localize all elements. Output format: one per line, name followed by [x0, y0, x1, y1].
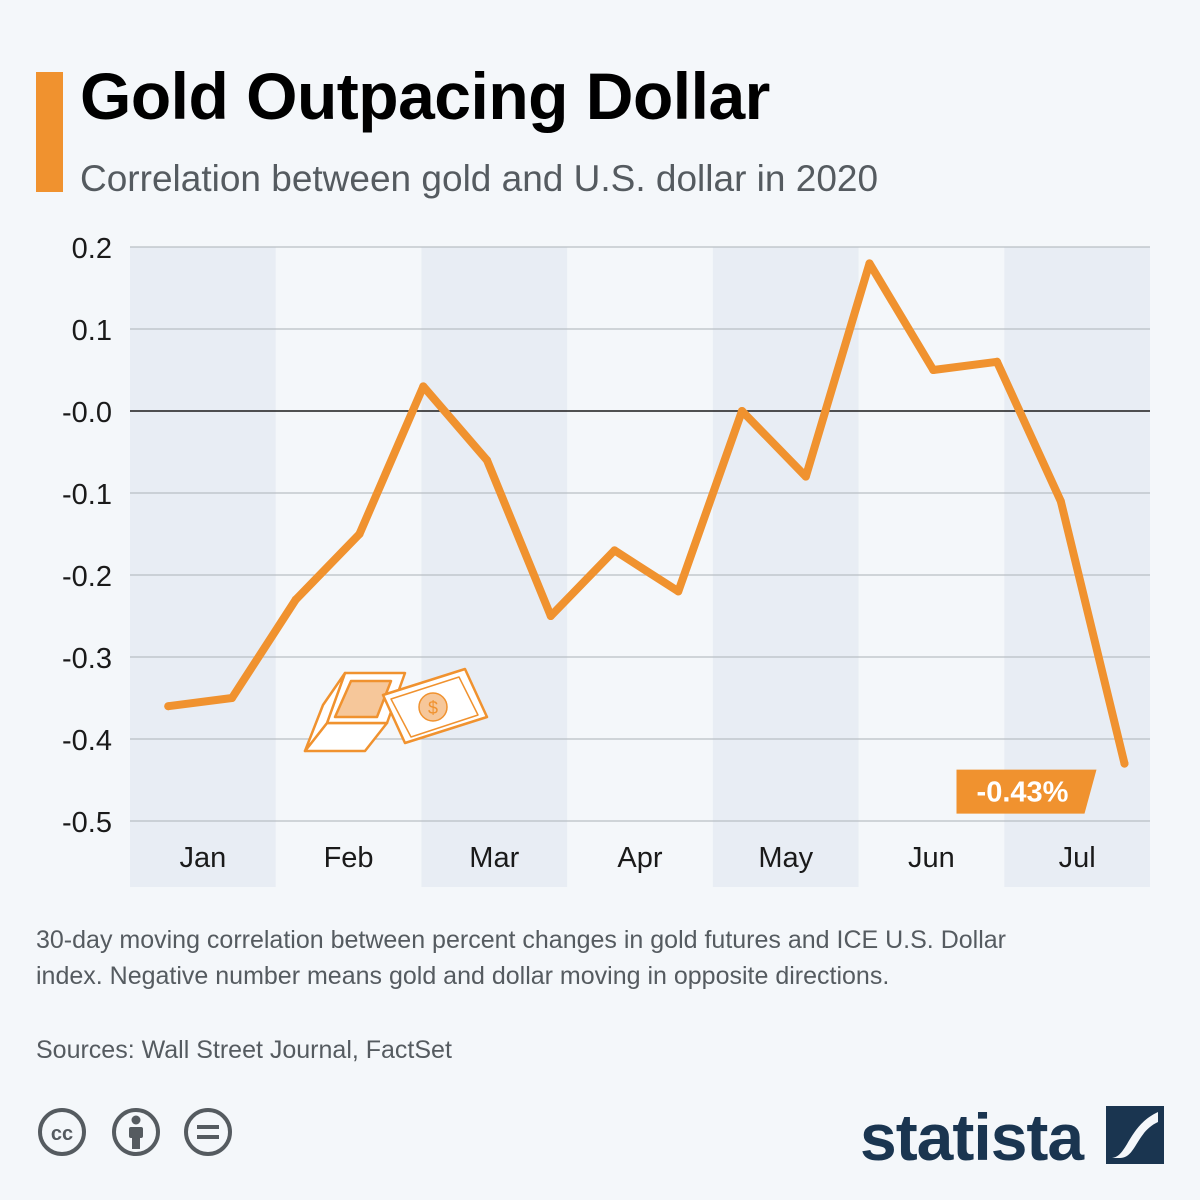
cc-icon[interactable]: cc — [38, 1108, 86, 1156]
data-point — [355, 530, 364, 538]
month-bands — [130, 247, 1150, 887]
data-point — [865, 259, 874, 268]
data-point — [228, 694, 236, 702]
data-point — [546, 612, 555, 620]
data-point — [993, 357, 1001, 366]
no-derivatives-icon[interactable] — [184, 1108, 232, 1156]
statista-logo[interactable]: statista — [860, 1100, 1170, 1175]
month-band-may — [712, 247, 859, 887]
x-tick-label-jul: Jul — [1059, 842, 1096, 874]
attribution-icon[interactable] — [112, 1108, 160, 1156]
x-tick-label-feb: Feb — [324, 842, 374, 874]
y-tick-label: 0.1 — [72, 315, 112, 347]
series-line-correlation — [164, 259, 1129, 768]
grid-lines — [130, 246, 1150, 822]
y-axis-labels: 0.2 0.1 -0.0 -0.1 -0.2 -0.3 -0.4 -0.5 — [62, 233, 112, 839]
svg-text:cc: cc — [51, 1123, 73, 1145]
data-point — [291, 595, 300, 604]
source-line: Sources: Wall Street Journal, FactSet — [36, 1036, 452, 1064]
brand-wordmark: statista — [860, 1100, 1085, 1170]
callout-label: -0.43% — [977, 777, 1069, 809]
x-tick-label-apr: Apr — [617, 842, 662, 874]
y-tick-label: -0.2 — [62, 561, 112, 593]
statista-logo-icon — [1106, 1106, 1164, 1164]
chart-subtitle: Correlation between gold and U.S. dollar… — [80, 158, 879, 199]
series-points — [164, 259, 1129, 768]
callout-box — [956, 769, 1097, 814]
line-chart: 0.2 0.1 -0.0 -0.1 -0.2 -0.3 -0.4 -0.5 Jan Feb Mar… — [62, 233, 1150, 887]
y-tick-label: -0.0 — [62, 397, 112, 429]
y-tick-label: -0.3 — [62, 643, 112, 675]
gold-bar-and-dollar-icon: $ — [303, 667, 489, 753]
y-tick-label: -0.1 — [62, 479, 112, 511]
data-point — [738, 407, 746, 415]
data-point — [610, 546, 619, 555]
data-point — [483, 456, 491, 465]
data-point — [1056, 497, 1065, 506]
last-value-callout: -0.43% — [956, 769, 1097, 814]
data-point — [419, 382, 428, 391]
data-point — [801, 472, 810, 481]
x-tick-label-mar: Mar — [469, 842, 519, 874]
svg-text:$: $ — [428, 698, 438, 718]
data-point — [1120, 759, 1129, 768]
data-point — [164, 702, 173, 711]
chart-footnote: 30-day moving correlation between percen… — [36, 926, 1006, 990]
x-tick-label-jan: Jan — [179, 842, 226, 874]
license-icons: cc — [36, 1106, 246, 1165]
x-axis-labels: Jan Feb Mar Apr May Jun Jul — [179, 842, 1095, 874]
data-point — [929, 366, 938, 374]
month-band-jan — [130, 247, 276, 887]
y-tick-label: -0.5 — [62, 807, 112, 839]
data-point — [674, 587, 683, 596]
x-tick-label-may: May — [758, 842, 813, 874]
month-band-mar — [421, 247, 568, 887]
y-tick-label: 0.2 — [72, 233, 112, 265]
y-tick-label: -0.4 — [62, 725, 112, 757]
title-accent-bar — [36, 72, 63, 192]
chart-title: Gold Outpacing Dollar — [80, 59, 770, 133]
x-tick-label-jun: Jun — [908, 842, 955, 874]
